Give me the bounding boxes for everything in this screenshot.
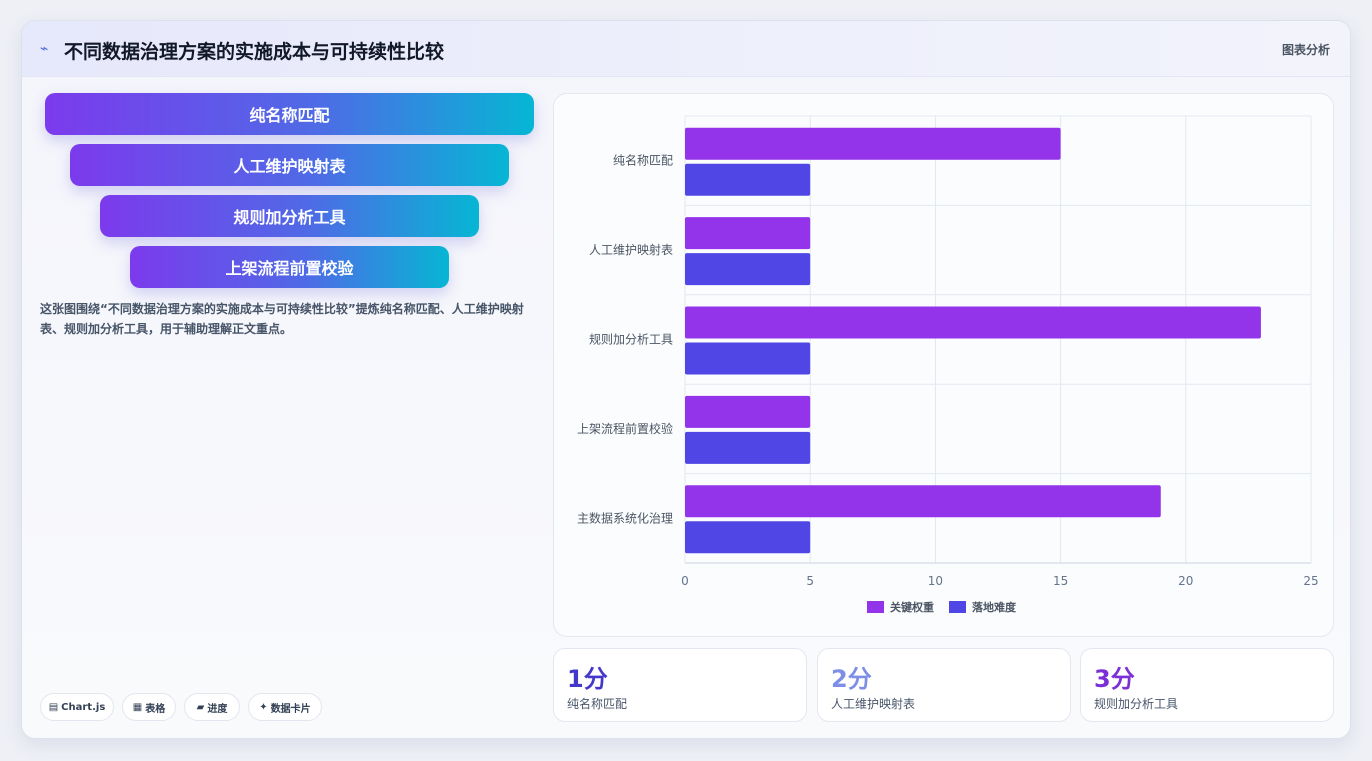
- stat-card-1: 1分 纯名称匹配: [553, 648, 807, 722]
- chart-analysis-tag: 图表分析: [1281, 43, 1330, 57]
- funnel-step-1[interactable]: 纯名称匹配: [45, 93, 534, 135]
- header-bar: ⌁ 不同数据治理方案的实施成本与可持续性比较 图表分析: [22, 21, 1350, 77]
- y-category-label: 规则加分析工具: [589, 332, 673, 347]
- x-tick-label: 20: [1178, 574, 1193, 588]
- chip-table[interactable]: ▦ 表格: [122, 693, 176, 721]
- page-title: 不同数据治理方案的实施成本与可持续性比较: [64, 41, 445, 63]
- bar-difficulty: [685, 521, 811, 554]
- stat-label: 规则加分析工具: [1094, 697, 1179, 711]
- y-category-label: 上架流程前置校验: [577, 421, 673, 436]
- y-category-label: 人工维护映射表: [589, 242, 673, 257]
- legend-swatch: [949, 601, 966, 613]
- bar-difficulty: [685, 253, 811, 286]
- chart-panel: 0 5 10 15 20 25 纯名称匹配人工维护映射表 规则加分析工具上架流程前置校验 主数据…: [553, 93, 1334, 637]
- x-tick-label: 25: [1303, 574, 1318, 588]
- bar-chart: 0 5 10 15 20 25 纯名称匹配人工维护映射表规则加分析工具上架流程前置校验主数据…: [577, 115, 1319, 614]
- chip-data-card[interactable]: ✦ 数据卡片: [248, 693, 322, 721]
- progress-icon: ▰: [196, 701, 205, 713]
- bar-weight: [685, 306, 1261, 339]
- stat-value: 3分: [1094, 665, 1135, 693]
- bar-weight: [685, 395, 811, 428]
- bar-difficulty: [685, 431, 811, 464]
- funnel-step-3[interactable]: 规则加分析工具: [100, 195, 479, 237]
- chart-description: 这张图围绕“不同数据治理方案的实施成本与可持续性比较”提炼纯名称匹配、人工维护映…: [40, 302, 524, 336]
- stat-card-2: 2分 人工维护映射表: [817, 648, 1071, 722]
- stat-value: 1分: [567, 665, 608, 693]
- table-icon: ▦: [132, 701, 143, 713]
- chart-icon: ▤: [48, 701, 59, 713]
- x-tick-label: 0: [681, 574, 689, 588]
- chart-trend-icon: ⌁: [40, 41, 49, 57]
- stat-label: 人工维护映射表: [831, 697, 916, 711]
- sparkle-icon: ✦: [259, 701, 268, 713]
- bar-weight: [685, 217, 811, 250]
- x-tick-label: 10: [928, 574, 943, 588]
- y-category-label: 纯名称匹配: [613, 153, 673, 168]
- main-card: ⌁ 不同数据治理方案的实施成本与可持续性比较 图表分析 纯名称匹配 人工维护映射…: [21, 20, 1351, 739]
- funnel-step-2[interactable]: 人工维护映射表: [70, 144, 509, 186]
- chip-chartjs[interactable]: ▤ Chart.js: [40, 693, 114, 721]
- x-tick-label: 15: [1053, 574, 1068, 588]
- bar-difficulty: [685, 342, 811, 375]
- x-tick-label: 5: [806, 574, 814, 588]
- funnel-step-4[interactable]: 上架流程前置校验: [130, 246, 449, 288]
- chip-label: 表格: [145, 703, 166, 715]
- stat-label: 纯名称匹配: [567, 697, 628, 711]
- bar-weight: [685, 485, 1161, 518]
- stat-card-3: 3分 规则加分析工具: [1080, 648, 1334, 722]
- chip-progress[interactable]: ▰ 进度: [184, 693, 240, 721]
- chip-label: 进度: [207, 703, 228, 715]
- legend-swatch: [867, 601, 884, 613]
- chip-label: 数据卡片: [270, 703, 311, 715]
- bar-difficulty: [685, 163, 811, 196]
- chip-label: Chart.js: [61, 701, 106, 713]
- stat-value: 2分: [831, 665, 872, 693]
- bar-weight: [685, 127, 1061, 160]
- y-category-label: 主数据系统化治理: [577, 510, 673, 525]
- legend-label: 落地难度: [972, 600, 1017, 614]
- legend-label: 关键权重: [890, 600, 934, 614]
